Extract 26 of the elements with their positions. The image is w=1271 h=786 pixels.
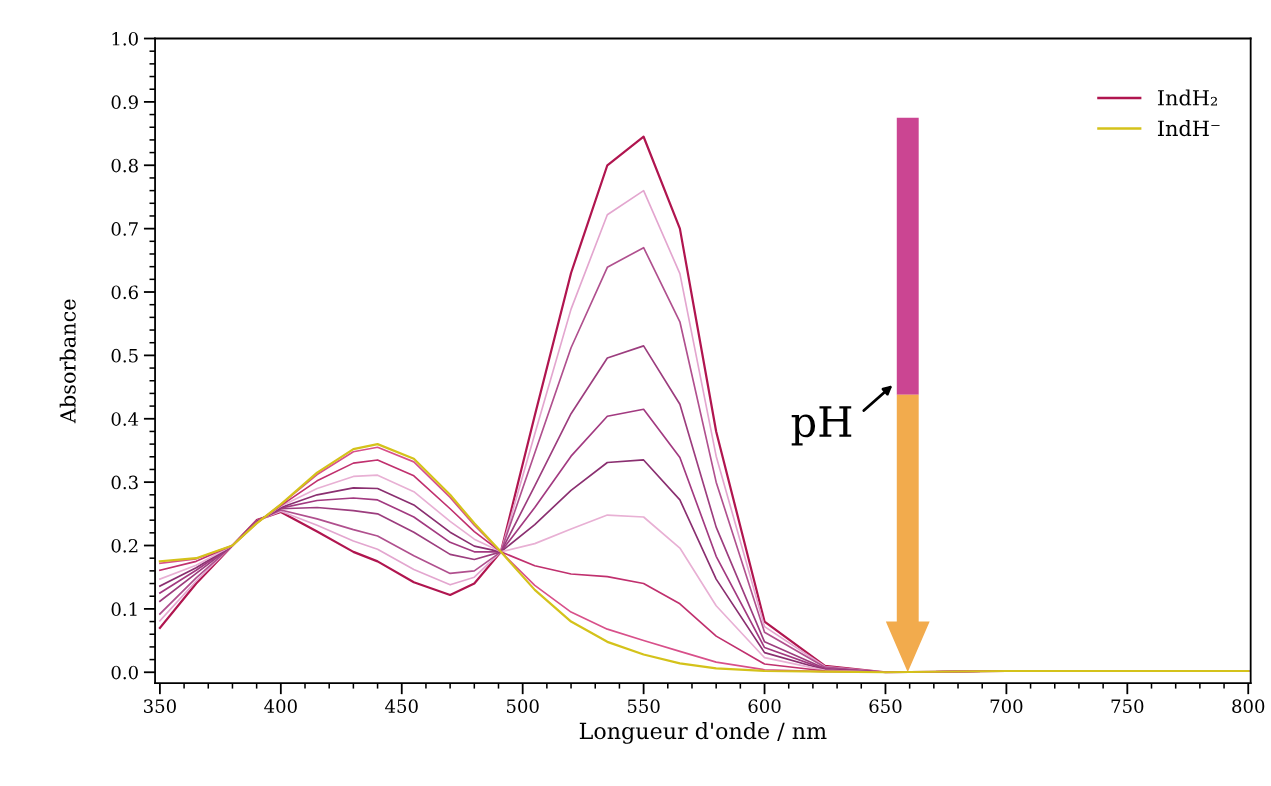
x-tick-label: 400 (264, 699, 297, 713)
x-tick-label: 650 (869, 699, 902, 713)
x-axis-title: Longueur d'onde / nm (579, 722, 827, 744)
y-tick-label: 0.4 (111, 412, 139, 426)
y-axis-title: Absorbance (59, 299, 76, 424)
y-tick-label: 0.1 (111, 602, 137, 616)
y-tick-label: 0.3 (111, 475, 138, 490)
y-tick-label: 0.9 (111, 95, 138, 110)
x-tick-label: 500 (506, 699, 539, 713)
x-tick-label: 700 (990, 699, 1023, 713)
annotation: pH (791, 406, 852, 446)
x-tick-label: 600 (748, 699, 781, 713)
y-tick-label: 0.2 (111, 538, 138, 553)
x-tick-label: 750 (1111, 699, 1144, 713)
x-tick-label: 550 (627, 699, 660, 713)
x-tick-label: 450 (385, 699, 418, 713)
legend-label: IndH⁻ (1157, 120, 1220, 137)
x-tick-label: 350 (144, 699, 176, 713)
legend-label: IndH₂ (1157, 89, 1217, 106)
y-tick-label: 0.7 (111, 222, 138, 236)
y-tick-label: 1.0 (112, 31, 138, 46)
y-tick-label: 0.5 (111, 348, 138, 363)
y-tick-label: 0.6 (111, 285, 138, 300)
x-tick-label: 800 (1232, 699, 1265, 713)
y-tick-label: 0.0 (111, 665, 138, 680)
y-tick-label: 0.8 (111, 158, 138, 173)
